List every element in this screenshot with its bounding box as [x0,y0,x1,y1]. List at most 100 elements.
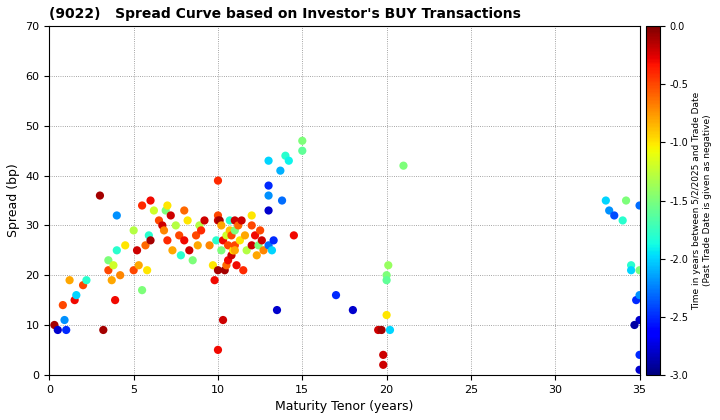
Point [279,152,291,159]
Point [266,247,278,254]
Point [219,267,230,273]
Point [631,297,642,304]
Point [215,222,227,229]
Point [256,237,268,244]
Point [160,207,171,214]
Point [253,242,264,249]
Point [382,262,394,269]
Point [228,247,239,254]
Point [158,227,170,234]
Point [52,327,63,333]
Point [143,232,155,239]
Point [148,207,160,214]
Point [251,252,263,259]
Point [271,307,283,313]
Point [71,292,82,299]
Point [377,352,389,358]
Point [212,212,224,219]
Point [241,247,253,254]
Point [220,262,232,269]
Point [194,222,205,229]
Point [222,257,234,264]
Point [131,247,143,254]
Point [634,317,645,323]
Point [347,307,359,313]
Point [229,247,240,254]
Point [249,232,261,239]
Point [608,212,620,219]
Point [179,207,190,214]
Point [381,272,392,278]
Text: (9022)   Spread Curve based on Investor's BUY Transactions: (9022) Spread Curve based on Investor's … [50,7,521,21]
Point [161,237,173,244]
Point [97,327,109,333]
Point [376,327,387,333]
Point [192,242,204,249]
Point [174,232,185,239]
Point [161,202,173,209]
Point [214,217,225,224]
Point [145,197,156,204]
Point [182,217,194,224]
X-axis label: Maturity Tenor (years): Maturity Tenor (years) [275,400,413,413]
Point [224,217,235,224]
Point [220,232,232,239]
Point [381,312,392,318]
Point [145,237,156,244]
Point [234,237,246,244]
Point [77,282,89,289]
Point [64,277,76,284]
Point [209,277,220,284]
Y-axis label: Spread (bp): Spread (bp) [7,164,20,237]
Point [229,217,240,224]
Point [184,247,195,254]
Point [288,232,300,239]
Point [263,182,274,189]
Point [153,217,165,224]
Point [94,192,106,199]
Point [199,217,210,224]
Point [372,327,384,333]
Point [617,217,629,224]
Point [225,232,237,239]
Point [381,277,392,284]
Point [274,167,286,174]
Point [384,327,396,333]
Point [128,227,140,234]
Point [397,162,409,169]
Point [212,267,224,273]
Point [297,137,308,144]
Point [634,202,645,209]
Point [634,352,645,358]
Point [634,366,645,373]
Point [268,237,279,244]
Point [229,227,240,234]
Point [114,272,126,278]
Point [179,237,190,244]
Point [108,262,120,269]
Point [254,227,266,234]
Point [136,287,148,294]
Point [377,362,389,368]
Point [231,262,243,269]
Point [276,197,288,204]
Point [224,227,235,234]
Point [59,317,71,323]
Point [175,252,186,259]
Point [263,207,274,214]
Point [603,207,615,214]
Point [263,158,274,164]
Point [140,242,151,249]
Point [283,158,294,164]
Point [225,252,237,259]
Point [626,267,637,273]
Point [109,297,121,304]
Point [629,322,640,328]
Point [246,242,258,249]
Point [210,237,222,244]
Y-axis label: Time in years between 5/2/2025 and Trade Date
(Past Trade Date is given as negat: Time in years between 5/2/2025 and Trade… [693,92,712,310]
Point [621,197,632,204]
Point [167,247,179,254]
Point [263,242,274,249]
Point [258,247,269,254]
